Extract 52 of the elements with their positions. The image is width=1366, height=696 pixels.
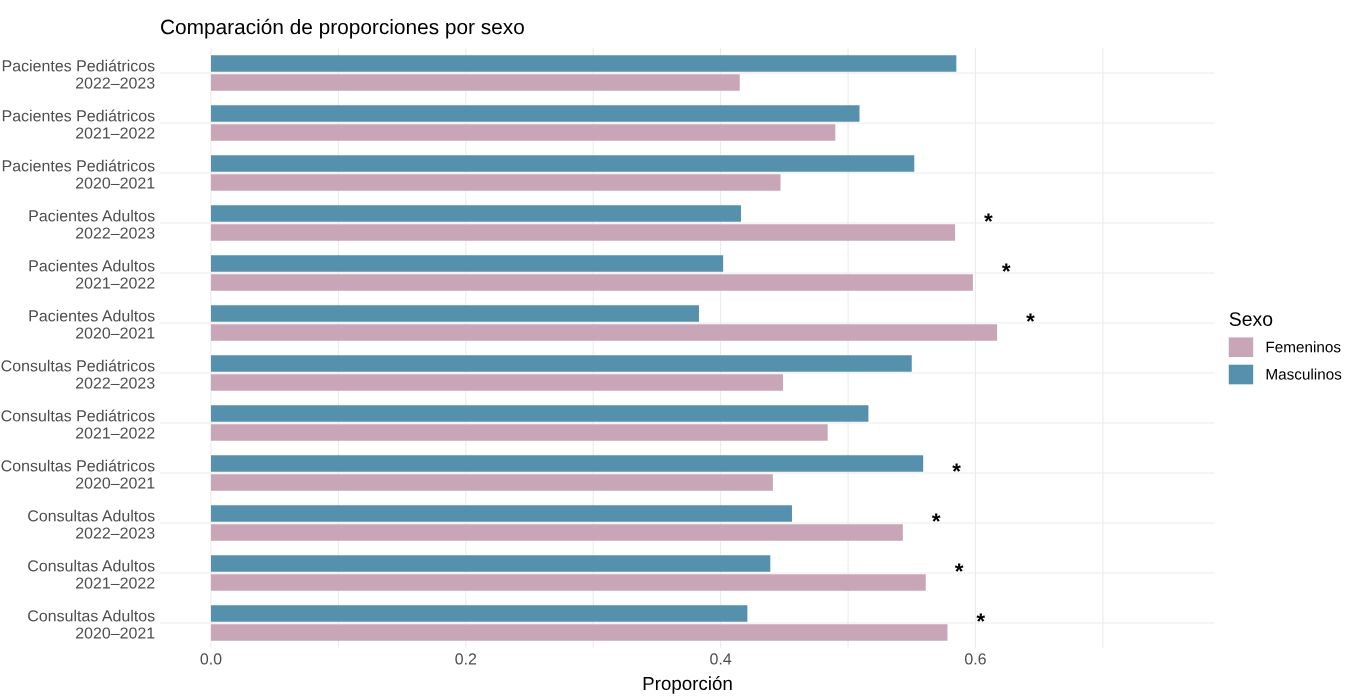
bar [210, 555, 771, 572]
y-tick-label: Consultas Adultos 2022–2023 [28, 509, 155, 539]
y-tick-label: Consultas Adultos 2020–2021 [28, 609, 155, 639]
y-tick-label: Pacientes Adultos 2022–2023 [29, 209, 155, 239]
bar [210, 324, 998, 341]
x-tick-label: 0.6 [964, 653, 986, 665]
y-tick-label: Consultas Pediátricos 2020–2021 [1, 459, 155, 489]
x-axis-title: Proporción [643, 676, 732, 694]
annotation: * [954, 563, 964, 572]
bar [210, 605, 748, 622]
annotation: * [1001, 263, 1011, 272]
y-tick-label: Pacientes Pediátricos 2022–2023 [2, 59, 155, 89]
legend-label: Masculinos [1266, 368, 1342, 380]
bar [210, 55, 957, 72]
bar [210, 474, 773, 491]
annotation: * [931, 513, 941, 522]
bar [210, 124, 836, 141]
bar [210, 455, 924, 472]
bar [210, 524, 903, 541]
annotation: * [976, 613, 986, 622]
y-tick-label: Consultas Adultos 2021–2022 [28, 559, 155, 589]
bar [210, 155, 915, 172]
bar [210, 305, 699, 322]
bar [210, 224, 956, 241]
x-tick-label: 0.4 [710, 653, 732, 665]
y-tick-label: Pacientes Pediátricos 2021–2022 [2, 109, 155, 139]
legend-label: Femeninos [1266, 341, 1341, 353]
bar [210, 355, 912, 372]
y-tick-label: Consultas Pediátricos 2021–2022 [1, 409, 155, 439]
bar [210, 105, 860, 122]
bar [210, 424, 828, 441]
bar [210, 505, 792, 522]
bar [210, 74, 740, 91]
legend-title: Sexo [1229, 312, 1273, 326]
annotation: * [952, 463, 961, 472]
bar [210, 624, 948, 641]
y-tick-label: Consultas Pediátricos 2022–2023 [1, 359, 155, 389]
y-tick-label: Pacientes Adultos 2021–2022 [29, 259, 155, 289]
annotation: * [1026, 313, 1035, 322]
x-tick-label: 0.0 [200, 653, 222, 665]
bar [210, 274, 973, 291]
chart-title: Comparación de proporciones por sexo [161, 18, 524, 39]
y-tick-label: Pacientes Adultos 2020–2021 [29, 309, 155, 339]
y-tick-label: Pacientes Pediátricos 2020–2021 [2, 159, 155, 189]
bar [210, 205, 742, 222]
bar [210, 174, 781, 191]
bar [210, 255, 724, 272]
bar [210, 405, 869, 422]
x-tick-label: 0.2 [455, 653, 477, 665]
bar [210, 374, 784, 391]
annotation: * [984, 213, 993, 222]
bar [210, 574, 926, 591]
